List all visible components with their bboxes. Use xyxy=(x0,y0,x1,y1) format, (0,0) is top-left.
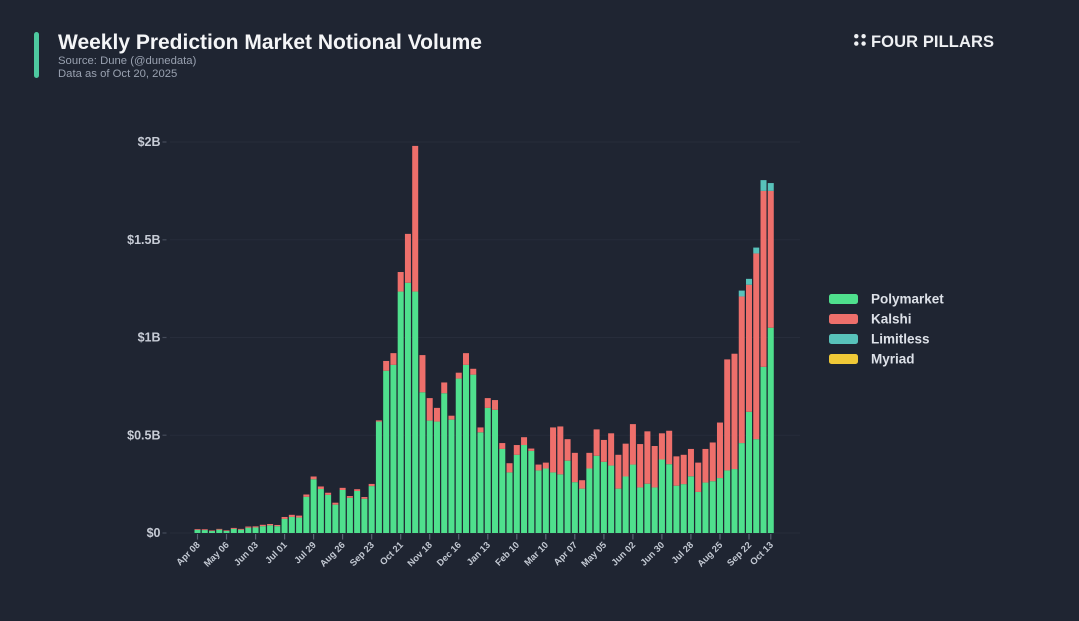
svg-text:Myriad: Myriad xyxy=(871,352,915,367)
svg-text:Polymarket: Polymarket xyxy=(871,292,944,307)
svg-text:Limitless: Limitless xyxy=(871,332,930,347)
svg-text:$1B: $1B xyxy=(138,331,161,345)
svg-text:$1.5B: $1.5B xyxy=(127,233,160,247)
svg-text:Kalshi: Kalshi xyxy=(871,312,912,327)
svg-text:$0.5B: $0.5B xyxy=(127,428,160,442)
svg-text:$0: $0 xyxy=(147,526,161,540)
svg-text:$2B: $2B xyxy=(138,135,161,149)
